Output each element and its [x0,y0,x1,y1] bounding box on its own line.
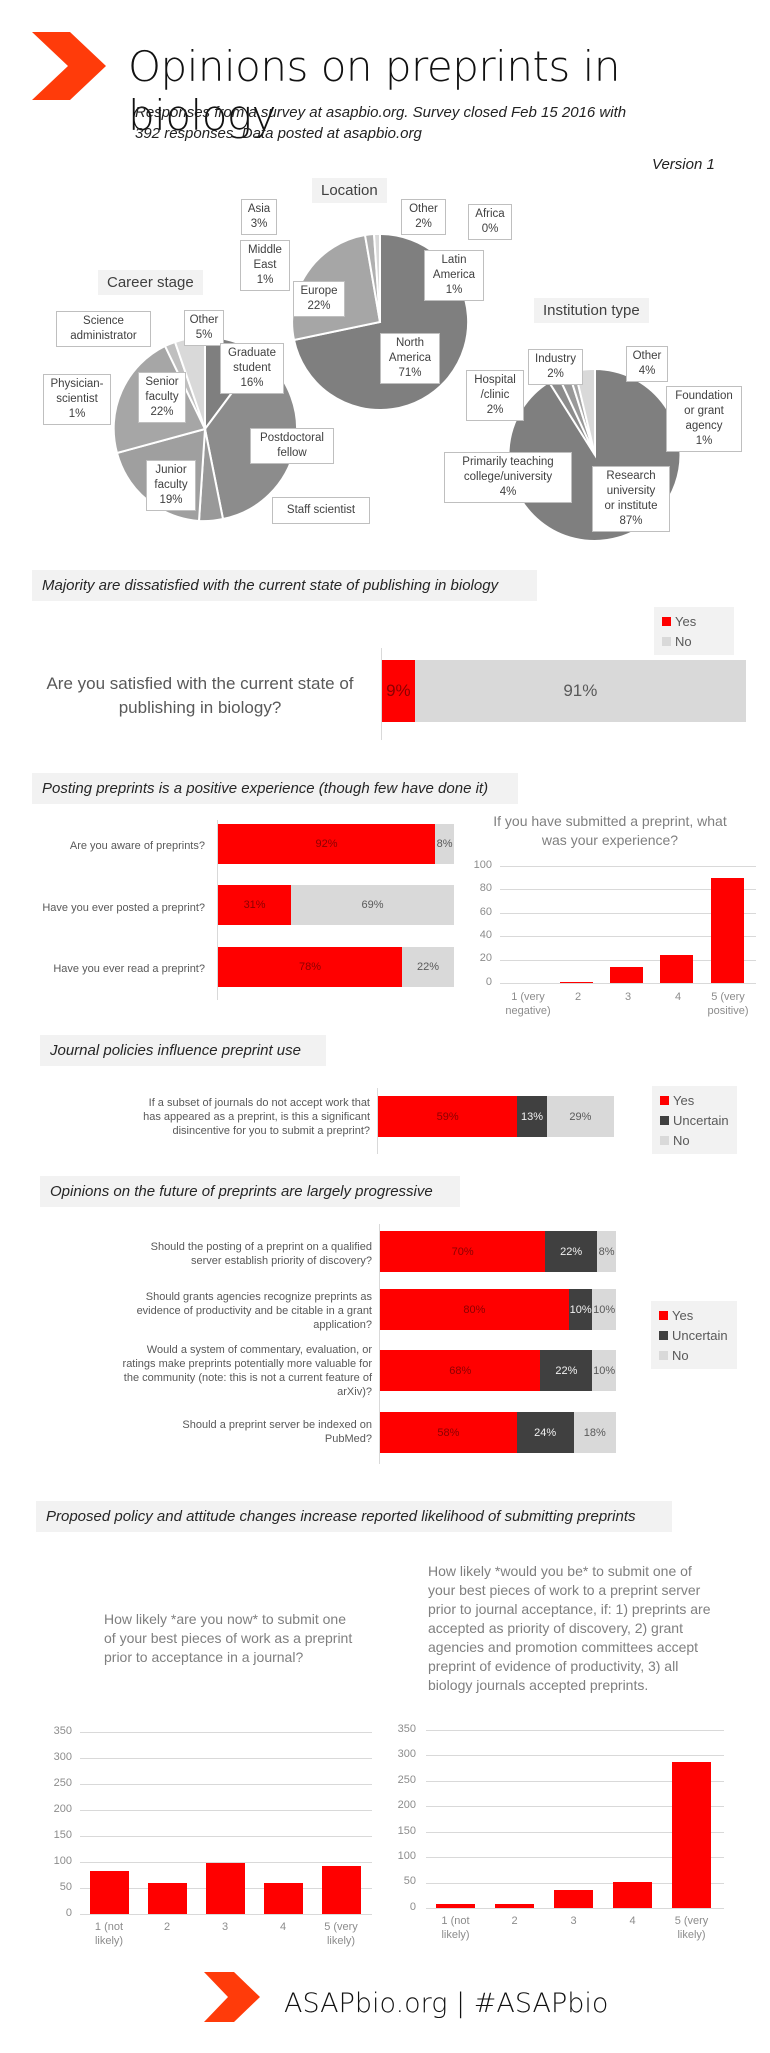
now-bar-1 [90,1871,129,1914]
future-question-2: Should grants agencies recognize preprin… [136,1291,372,1331]
pie-label-hospital-clinic: Hospital/clinic 2% [466,370,524,421]
asapbio-chevron-logo [32,32,106,100]
would-bar-3 [554,1890,593,1908]
awareness-question-3: Have you ever read a preprint? [53,963,205,975]
would-chart-title: How likely *would you be* to submit one … [428,1563,711,1693]
experience-bar-2 [560,982,593,983]
awareness-2-no: 69% [291,885,454,925]
future-axis [379,1224,380,1464]
now-bar-2 [148,1883,187,1914]
would-bar-4 [613,1882,652,1908]
awareness-2-yes: 31% [218,885,292,925]
subtitle: Responses from a survey at asapbio.org. … [135,104,627,142]
section-header-journal-policies: Journal policies influence preprint use [40,1035,326,1066]
pie-label-science-administrator: Science administrator [56,311,151,347]
version-label: Version 1 [652,156,715,173]
would-bar-2 [495,1904,534,1908]
pie-label-europe: Europe 22% [293,281,345,317]
pie-label-research-university: Research university or institute 87% [592,466,670,532]
section-header-proposed-changes: Proposed policy and attitude changes inc… [36,1501,672,1532]
awareness-question-1: Are you aware of preprints? [69,840,205,852]
future-bar-4: 58% 24% 18% [380,1412,616,1453]
now-bar-3 [206,1863,245,1914]
section-header-dissatisfied: Majority are dissatisfied with the curre… [32,570,537,601]
journal-policy-no: 29% [546,1096,614,1137]
pie-label-senior-faculty: Senior faculty 22% [138,372,186,423]
experience-bar-3 [610,967,643,983]
pie-label-physician-scientist: Physician-scientist 1% [43,374,111,425]
future-bar-3: 68% 22% 10% [380,1350,616,1391]
pie-label-staff-scientist: Staff scientist [272,497,370,524]
awareness-1-no: 8% [435,824,454,864]
now-bar-4 [264,1883,303,1914]
section-header-positive-experience: Posting preprints is a positive experien… [32,773,518,804]
awareness-question-2: Have you ever posted a preprint? [42,902,205,914]
pie-label-foundation: Foundation or grant agency 1% [666,386,742,452]
experience-chart-title: If you have submitted a preprint, what w… [493,813,727,848]
would-bar-5 [672,1762,711,1908]
legend-no-swatch [662,636,671,646]
awareness-3-yes: 78% [218,947,403,987]
future-legend: Yes Uncertain No [651,1301,737,1369]
pie-label-graduate-student: Graduate student 16% [220,343,284,394]
footer-link-text[interactable]: ASAPbio.org | #ASAPbio [284,1988,609,2019]
satisfied-axis [381,648,382,740]
journal-policy-uncertain: 13% [517,1096,547,1137]
future-question-3: Would a system of commentary, evaluation… [122,1344,372,1398]
awareness-3-no: 22% [402,947,454,987]
legend-yes-swatch [662,616,671,626]
future-bar-2: 80% 10% 10% [380,1289,616,1330]
would-chart: 350 300 250 200 150 100 50 0 1 (not likel… [398,1723,724,1941]
future-question-4: Should a preprint server be indexed on P… [182,1419,372,1445]
journal-policy-yes: 59% [378,1096,518,1137]
awareness-bar-1: 92% 8% [218,824,454,864]
pie-label-primarily-teaching: Primarily teaching college/university 4% [444,452,572,503]
footer-chevron-logo [204,1972,260,2022]
location-pie-title: Location [312,178,387,203]
satisfied-no-segment: 91% [414,660,746,722]
experience-bar-4 [660,955,693,983]
page-title: Opinions on preprints in biology [128,42,620,140]
future-question-1: Should the posting of a preprint on a qu… [150,1241,372,1267]
pie-label-other-location: Other 2% [401,199,446,235]
now-bar-5 [322,1866,361,1914]
awareness-1-yes: 92% [218,824,436,864]
journal-policy-axis [377,1088,378,1154]
now-chart-title: How likely *are you now* to submit one o… [104,1611,353,1665]
journal-policy-question: If a subset of journals do not accept wo… [143,1097,370,1137]
pie-label-other-institution: Other 4% [626,346,668,382]
pie-label-africa: Africa 0% [468,204,512,240]
pie-label-north-america: North America 71% [380,333,440,384]
awareness-axis [217,820,218,1000]
experience-bar-5 [711,878,744,983]
pie-label-other-career: Other 5% [184,310,224,346]
now-chart: 350 300 250 200 150 100 50 0 1 (not likel… [54,1725,372,1947]
institution-type-pie-title: Institution type [534,298,649,323]
pie-label-industry: Industry 2% [528,349,583,385]
pie-label-asia: Asia 3% [241,199,277,235]
section-header-future: Opinions on the future of preprints are … [40,1176,460,1207]
future-bar-1: 70% 22% 8% [380,1231,616,1272]
pie-label-junior-faculty: Junior faculty 19% [146,460,196,511]
journal-policy-bar: 59% 13% 29% [378,1096,614,1137]
pie-label-postdoctoral-fellow: Postdoctoral fellow [250,428,334,464]
awareness-bar-2: 31% 69% [218,885,454,925]
awareness-bar-3: 78% 22% [218,947,454,987]
experience-chart: 100 80 60 40 20 0 1 (very negative) 2 3 4… [474,859,756,1017]
would-bar-1 [436,1904,475,1908]
satisfied-legend: Yes No [654,607,734,655]
career-stage-pie-title: Career stage [98,270,203,295]
journal-policy-legend: Yes Uncertain No [652,1086,737,1154]
pie-label-latin-america: Latin America 1% [424,250,484,301]
satisfied-yes-segment: 9% [382,660,415,722]
satisfied-bar: 9% 91% [382,660,746,722]
pie-label-middle-east: Middle East 1% [240,240,290,291]
satisfied-question: Are you satisfied with the current state… [46,674,354,717]
